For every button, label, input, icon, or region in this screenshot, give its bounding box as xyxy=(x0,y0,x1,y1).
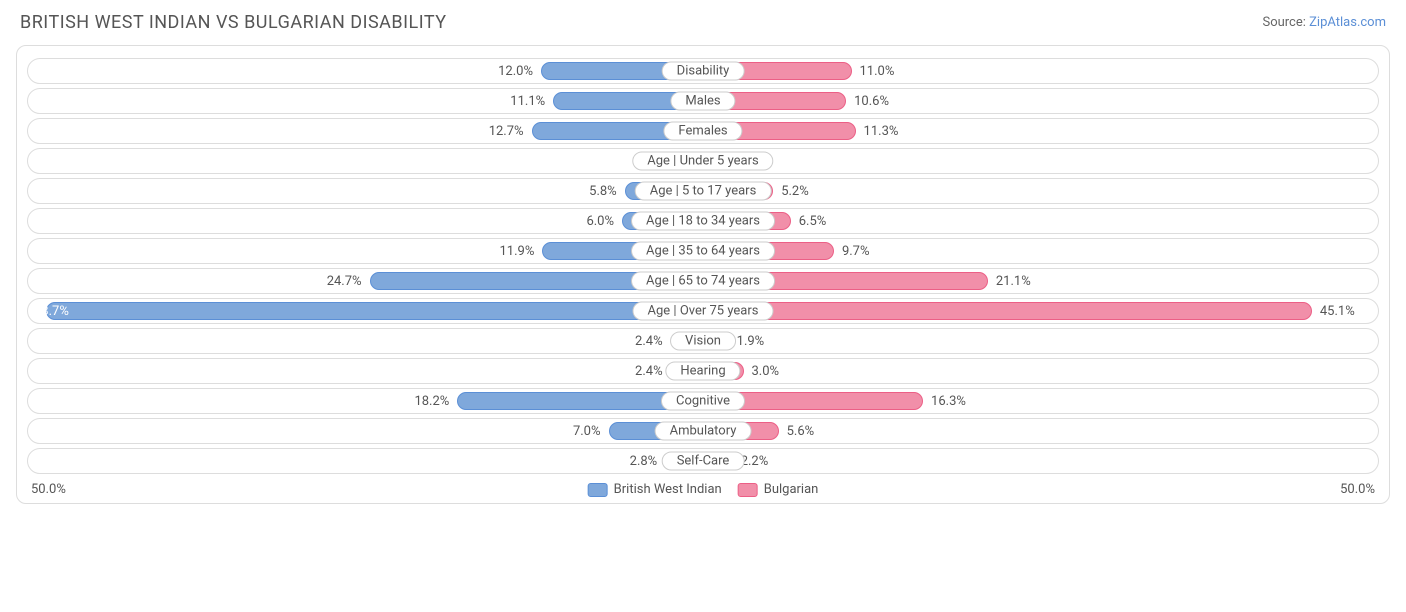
value-right: 3.0% xyxy=(752,359,780,383)
source-link[interactable]: ZipAtlas.com xyxy=(1309,15,1386,30)
chart-title: BRITISH WEST INDIAN VS BULGARIAN DISABIL… xyxy=(20,12,447,33)
value-right: 6.5% xyxy=(799,209,827,233)
chart-row: 2.4% 1.9% Vision xyxy=(27,328,1379,354)
legend-label-right: Bulgarian xyxy=(764,482,819,497)
legend: British West Indian Bulgarian xyxy=(588,482,819,497)
chart-row: 2.4% 3.0% Hearing xyxy=(27,358,1379,384)
legend-item-left: British West Indian xyxy=(588,482,722,497)
category-label: Vision xyxy=(670,332,736,351)
legend-swatch-icon xyxy=(588,483,608,497)
diverging-bar-chart: 12.0% 11.0% Disability 11.1% 10.6% Males… xyxy=(16,45,1390,504)
value-left: 2.8% xyxy=(630,449,658,473)
chart-row: 18.2% 16.3% Cognitive xyxy=(27,388,1379,414)
value-right: 11.3% xyxy=(864,119,899,143)
axis-label-right: 50.0% xyxy=(1340,482,1375,497)
chart-row: 24.7% 21.1% Age | 65 to 74 years xyxy=(27,268,1379,294)
value-left: 6.0% xyxy=(586,209,614,233)
chart-rows: 12.0% 11.0% Disability 11.1% 10.6% Males… xyxy=(23,58,1383,474)
value-right: 1.9% xyxy=(737,329,765,353)
category-label: Age | 65 to 74 years xyxy=(631,272,775,291)
bar-left xyxy=(46,302,703,320)
category-label: Age | 5 to 17 years xyxy=(635,182,772,201)
bar-right xyxy=(703,302,1312,320)
category-label: Hearing xyxy=(665,362,740,381)
chart-row: 7.0% 5.6% Ambulatory xyxy=(27,418,1379,444)
legend-label-left: British West Indian xyxy=(614,482,722,497)
value-left: 12.0% xyxy=(498,59,533,83)
value-left: 2.4% xyxy=(635,329,663,353)
axis-label-left: 50.0% xyxy=(31,482,66,497)
chart-row: 11.1% 10.6% Males xyxy=(27,88,1379,114)
category-label: Age | 35 to 64 years xyxy=(631,242,775,261)
value-right: 5.6% xyxy=(787,419,815,443)
chart-row: 2.8% 2.2% Self-Care xyxy=(27,448,1379,474)
value-right: 21.1% xyxy=(996,269,1031,293)
value-left: 48.7% xyxy=(34,299,69,323)
chart-row: 12.7% 11.3% Females xyxy=(27,118,1379,144)
chart-row: 5.8% 5.2% Age | 5 to 17 years xyxy=(27,178,1379,204)
value-right: 11.0% xyxy=(860,59,895,83)
value-left: 2.4% xyxy=(635,359,663,383)
category-label: Disability xyxy=(662,62,745,81)
chart-row: 12.0% 11.0% Disability xyxy=(27,58,1379,84)
category-label: Females xyxy=(663,122,742,141)
value-right: 45.1% xyxy=(1320,299,1355,323)
value-left: 7.0% xyxy=(573,419,601,443)
value-left: 11.1% xyxy=(510,89,545,113)
source-prefix: Source: xyxy=(1262,15,1309,30)
value-right: 10.6% xyxy=(854,89,889,113)
header: BRITISH WEST INDIAN VS BULGARIAN DISABIL… xyxy=(0,0,1406,39)
value-left: 18.2% xyxy=(414,389,449,413)
value-right: 5.2% xyxy=(781,179,809,203)
legend-swatch-icon xyxy=(738,483,758,497)
value-right: 16.3% xyxy=(931,389,966,413)
legend-item-right: Bulgarian xyxy=(738,482,819,497)
chart-row: 6.0% 6.5% Age | 18 to 34 years xyxy=(27,208,1379,234)
category-label: Age | 18 to 34 years xyxy=(631,212,775,231)
value-left: 24.7% xyxy=(327,269,362,293)
category-label: Age | Under 5 years xyxy=(632,152,773,171)
value-left: 11.9% xyxy=(499,239,534,263)
source-credit: Source: ZipAtlas.com xyxy=(1262,15,1386,30)
chart-row: 0.99% 1.3% Age | Under 5 years xyxy=(27,148,1379,174)
chart-row: 48.7% 45.1% Age | Over 75 years xyxy=(27,298,1379,324)
value-left: 5.8% xyxy=(589,179,617,203)
category-label: Age | Over 75 years xyxy=(633,302,774,321)
chart-footer: 50.0% British West Indian Bulgarian 50.0… xyxy=(23,478,1383,499)
category-label: Ambulatory xyxy=(655,422,752,441)
value-right: 2.2% xyxy=(741,449,769,473)
category-label: Self-Care xyxy=(662,452,745,471)
value-right: 9.7% xyxy=(842,239,870,263)
category-label: Cognitive xyxy=(661,392,745,411)
value-left: 12.7% xyxy=(489,119,524,143)
category-label: Males xyxy=(670,92,735,111)
chart-row: 11.9% 9.7% Age | 35 to 64 years xyxy=(27,238,1379,264)
